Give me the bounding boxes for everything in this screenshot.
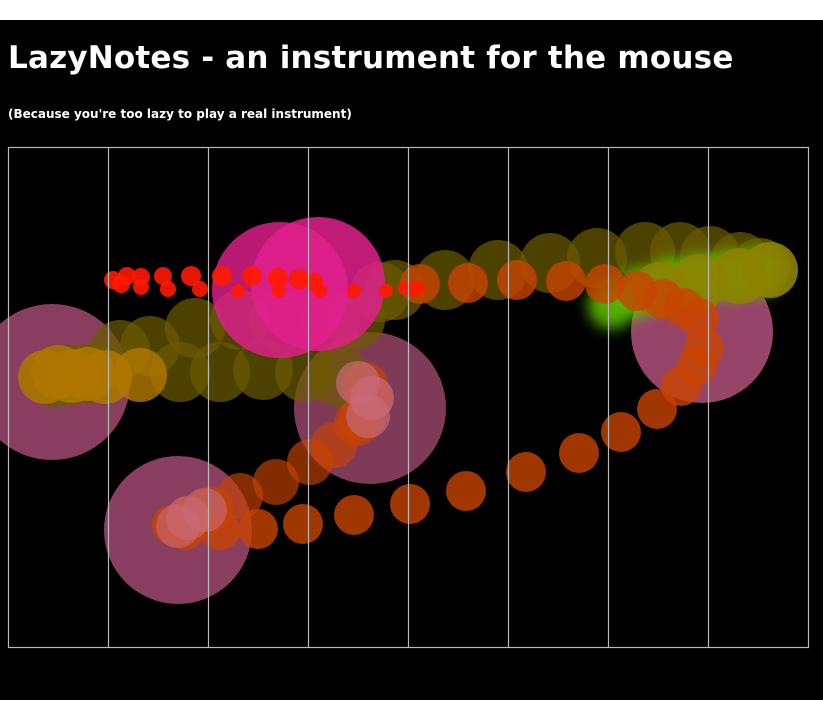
note-blob [559,433,599,473]
note-blob [585,264,625,304]
note-blob [253,459,299,505]
note-blob [390,484,430,524]
note-blob [238,509,278,549]
note-blob [546,261,586,301]
instrument-canvas[interactable] [0,20,823,700]
note-blob [347,284,361,298]
note-blob [283,504,323,544]
note-blob [637,389,677,429]
note-blob [212,266,232,286]
note-blob [742,242,798,298]
note-blob [133,279,149,295]
note-blob [268,268,288,288]
note-blob [118,267,136,285]
note-blob [379,284,393,298]
note-blob [242,266,262,286]
note-blob [272,284,286,298]
note-blob [154,267,172,285]
note-blob [497,260,537,300]
note-blob [160,281,176,297]
note-blob [287,439,333,485]
note-blob [346,394,390,438]
note-blob [231,284,245,298]
app-window: LazyNotes - an instrument for the mouse … [0,20,823,700]
note-blob [181,266,201,286]
note-trails [0,217,798,604]
note-blob [190,342,250,402]
note-blob [113,348,167,402]
note-blob [289,269,309,289]
note-blob [601,412,641,452]
note-blob [411,281,425,295]
note-blob [192,281,208,297]
note-blob [183,488,227,532]
note-blob [313,284,327,298]
page-title: LazyNotes - an instrument for the mouse [8,40,734,76]
note-blob [165,298,225,358]
lane-grid [7,146,810,649]
note-blob [446,471,486,511]
note-blob [506,452,546,492]
page-subtitle: (Because you're too lazy to play a real … [8,107,352,121]
note-blob [334,495,374,535]
note-blob [448,263,488,303]
